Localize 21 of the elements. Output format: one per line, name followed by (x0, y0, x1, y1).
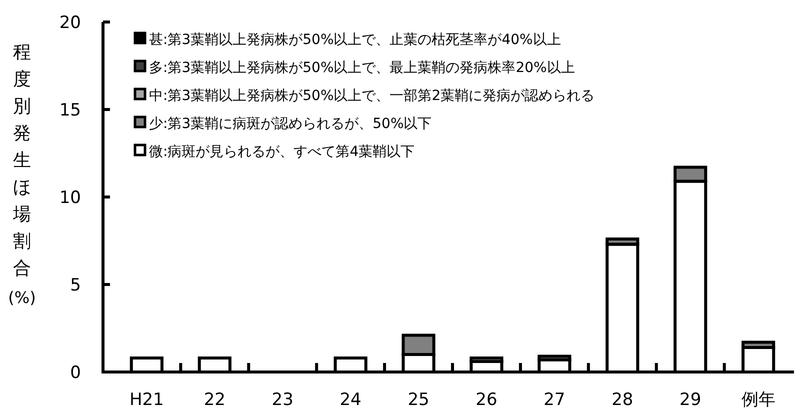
legend-label: 微:病斑が見られるが、すべて第4葉鞘以下 (149, 144, 415, 160)
legend-label: 少:第3葉鞘に病斑が認められるが、50%以下 (149, 116, 432, 132)
legend-label: 甚:第3葉鞘以上発病株が50%以上で、止葉の枯死茎率が40%以上 (149, 32, 561, 48)
x-tick-label: 22 (204, 390, 226, 410)
x-tick-label: 29 (680, 390, 702, 410)
x-tick-label: 26 (476, 390, 498, 410)
x-tick-label: 23 (272, 390, 294, 410)
x-tick-label: 27 (544, 390, 566, 410)
legend-label: 多:第3葉鞘以上発病株が50%以上で、最上葉鞘の発病株率20%以上 (149, 60, 575, 76)
legend-label: 中:第3葉鞘以上発病株が50%以上で、一部第2葉鞘に発病が認められる (149, 88, 595, 104)
y-tick-label: 5 (70, 275, 81, 296)
y-tick-label: 15 (59, 100, 81, 120)
x-tick-label: 25 (408, 390, 430, 410)
y-tick-label: 10 (59, 188, 81, 208)
x-tick-label: 28 (612, 390, 634, 410)
y-tick-label: 0 (70, 362, 81, 383)
x-tick-label: 24 (340, 390, 362, 410)
text: 程度別発生ほ場割合(%) (8, 42, 36, 307)
x-tick-label: 例年 (741, 390, 776, 410)
y-tick-label: 20 (59, 12, 81, 33)
x-tick-label: H21 (129, 390, 164, 410)
